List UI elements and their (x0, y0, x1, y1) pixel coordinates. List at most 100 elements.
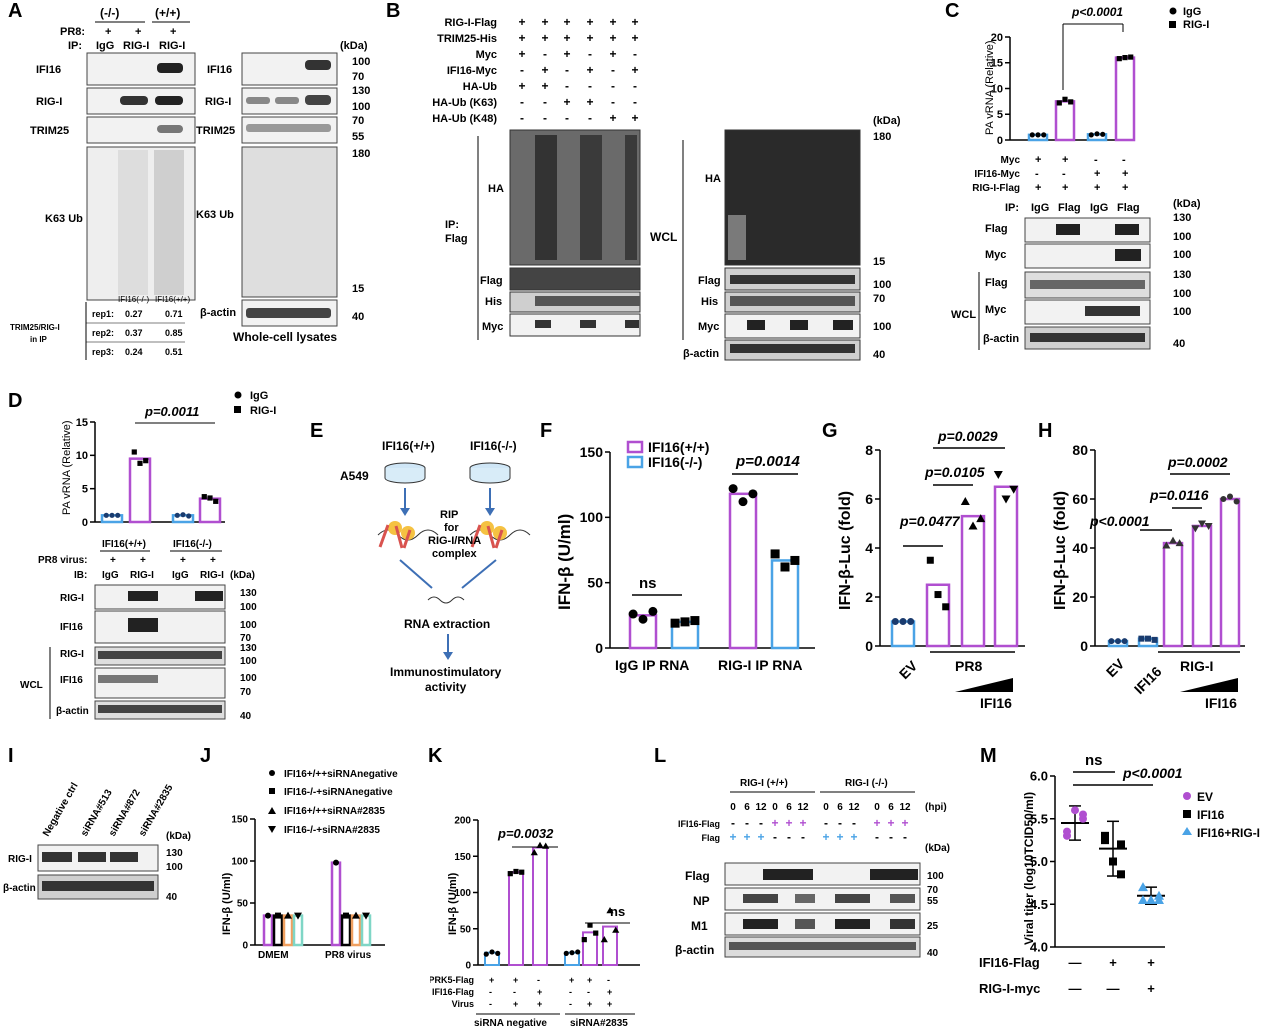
p-value: p<0.0001 (1122, 765, 1183, 781)
mw-marker: 55 (352, 131, 364, 143)
panel-d: PA vRNA (Relative) 0 5 10 15 p=0.0011 IgG R… (20, 390, 276, 722)
mw-marker: 15 (352, 283, 364, 295)
table-header: IFI16(-/-) (118, 295, 149, 304)
data-point (1145, 635, 1151, 642)
bar (960, 514, 986, 648)
y-tick-label: 50 (460, 924, 472, 935)
row-mark: + (569, 975, 574, 985)
dish-label: IFI16(-/-) (470, 439, 517, 453)
wcl-caption: Whole-cell lysates (233, 330, 337, 344)
blot-smear (724, 129, 861, 266)
row-mark: + (541, 63, 548, 77)
data-point (1108, 638, 1115, 645)
bar (292, 914, 304, 947)
row-label: RIG-I-Flag (444, 17, 497, 29)
data-point (628, 609, 638, 619)
blot-band (246, 308, 331, 318)
data-point (143, 458, 149, 464)
row-mark: + (609, 15, 616, 29)
panel-letter-e: E (310, 420, 324, 442)
legend-marker (269, 770, 275, 776)
legend-label: IFI16 (1197, 808, 1225, 822)
row-mark: + (541, 79, 548, 93)
row-mark: - (520, 95, 524, 109)
data-point (1063, 827, 1071, 836)
data-point (131, 449, 137, 455)
p-value: p=0.0002 (1167, 454, 1228, 470)
table-value: 0.51 (165, 347, 183, 357)
blot-band (1056, 224, 1080, 235)
data-point (1121, 638, 1128, 645)
blot-label: β-actin (56, 706, 89, 717)
blot-strip (724, 912, 921, 936)
row-mark: + (785, 816, 792, 830)
legend-marker (234, 391, 242, 399)
y-tick-label: 4 (865, 540, 873, 556)
blot-label: RIG-I (205, 96, 231, 108)
data-point (1128, 54, 1134, 60)
mw-marker: 130 (352, 85, 370, 97)
ib-lane-label: IgG (102, 570, 119, 581)
p-value: p=0.0477 (899, 513, 961, 529)
blot-label: RIG-I (60, 649, 84, 660)
row-mark: + (631, 111, 638, 125)
row-mark: - (569, 987, 572, 997)
mw-marker: 55 (927, 896, 939, 907)
data-point (606, 907, 614, 914)
row-mark: + (609, 47, 616, 61)
blot-label: IFI16 (207, 64, 232, 76)
bar (340, 914, 352, 947)
row-label-pr8: PR8 virus: (38, 555, 87, 566)
data-point (891, 618, 899, 625)
y-axis-label: IFN-β (U/ml) (447, 872, 459, 935)
blot-label: NP (693, 894, 710, 908)
row-mark: - (773, 830, 777, 844)
y-tick-label: 0 (865, 638, 873, 654)
x-category: EV (896, 657, 921, 682)
gradient-wedge (955, 678, 1013, 692)
y-tick-label: 5 (997, 109, 1003, 121)
y-tick-label: 6.0 (1030, 769, 1048, 784)
p-value: p=0.0105 (924, 464, 985, 480)
row-mark: - (745, 816, 749, 830)
culture-dish (384, 468, 426, 484)
mw-marker: 40 (927, 948, 939, 959)
pr8-mark: + (110, 555, 116, 566)
data-point (1175, 539, 1184, 547)
y-tick-label: 20 (991, 32, 1003, 44)
blot-band (1030, 280, 1145, 289)
bar (262, 914, 274, 947)
data-point (1009, 485, 1019, 494)
row-mark: + (609, 111, 616, 125)
blot-band (580, 320, 596, 328)
mw-marker: 100 (166, 862, 183, 873)
pr8-mark: + (140, 555, 146, 566)
data-point (690, 616, 700, 626)
panel-letter-b: B (386, 0, 401, 22)
hpi-value: 12 (848, 802, 860, 813)
ip-label: IP: (445, 219, 459, 231)
row-mark: - (787, 830, 791, 844)
blot-label: β-actin (683, 348, 719, 360)
data-point (934, 591, 942, 599)
x-category: EV (1103, 655, 1128, 680)
row-mark: - (513, 987, 516, 997)
mw-marker: 40 (166, 892, 178, 903)
blot-band (246, 97, 270, 104)
row-mark: - (875, 830, 879, 844)
data-point (1062, 96, 1068, 102)
y-tick-label: 60 (1072, 491, 1088, 507)
data-point (1138, 635, 1145, 642)
dish-label: IFI16(+/+) (382, 439, 435, 453)
mw-marker: 130 (1173, 269, 1191, 281)
legend-marker (1183, 810, 1191, 818)
pr8-mark: + (180, 555, 186, 566)
y-tick-label: 4.5 (1030, 897, 1048, 912)
row-mark: + (607, 987, 612, 997)
data-point (587, 922, 593, 928)
ip-label: Flag (445, 233, 468, 245)
blot-band (42, 852, 72, 862)
pr8-mark: + (210, 555, 216, 566)
row-mark: + (513, 999, 518, 1009)
row-mark: + (887, 816, 894, 830)
